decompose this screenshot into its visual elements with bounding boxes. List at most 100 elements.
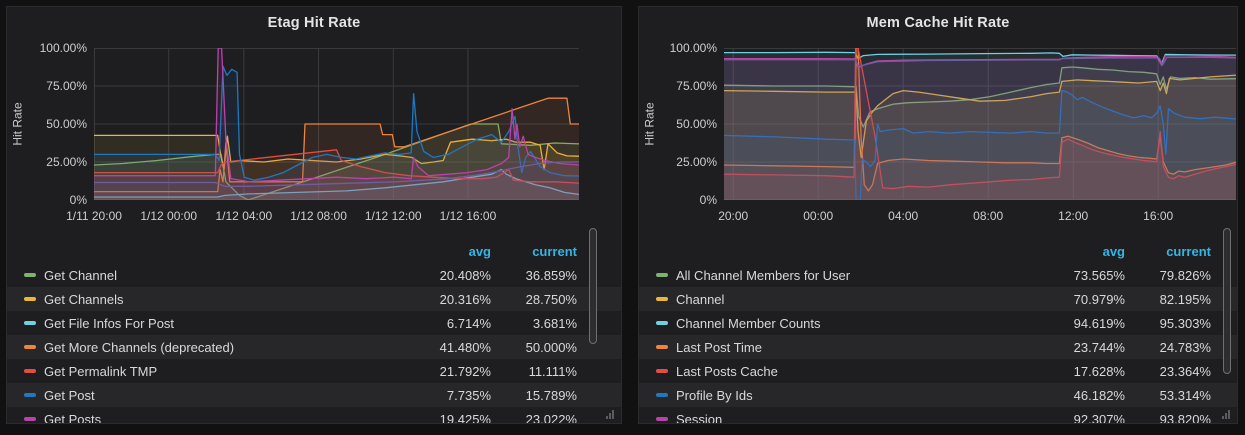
plot-area[interactable] [94,48,579,200]
legend-series-name[interactable]: Last Post Time [676,339,762,355]
x-axis-tick-label: 08:00 [973,209,1004,223]
chart-series-line [94,48,579,183]
chart-series-line [94,123,579,200]
legend-series-current: 82.195% [1159,291,1211,307]
panel-mem-cache-hit-rate: Mem Cache Hit Rate Hit Rate avg current … [638,6,1238,424]
legend-series-name[interactable]: Get Channel [44,267,117,283]
legend-row[interactable]: Get Permalink TMP 21.792% 11.111% [7,359,621,383]
legend-series-avg: 73.565% [1073,267,1125,283]
legend-header-current[interactable]: current [532,243,577,259]
chart-series-fill [724,75,1236,200]
chart-series-fill [94,149,579,200]
legend-row[interactable]: Session 92.307% 93.820% [639,407,1237,423]
legend-row[interactable]: Last Post Time 23.744% 24.783% [639,335,1237,359]
panel-resize-handle-icon[interactable] [1222,410,1233,419]
legend-row[interactable]: Get Channel 20.408% 36.859% [7,263,621,287]
chart-series-line [724,89,1236,200]
panel-title[interactable]: Mem Cache Hit Rate [866,15,1010,31]
legend-series-current: 95.303% [1159,315,1211,331]
legend-header-avg[interactable]: avg [1102,243,1125,259]
legend-row[interactable]: Get Channels 20.316% 28.750% [7,287,621,311]
x-axis-tick-label: 1/12 08:00 [290,209,347,223]
legend-series-name[interactable]: Get More Channels (deprecated) [44,339,235,355]
legend-header-current[interactable]: current [1166,243,1211,259]
legend-series-avg: 21.792% [439,363,491,379]
chart-series-fill [724,90,1236,200]
y-axis-tick-label: 50.00% [46,117,87,131]
legend-series-swatch-icon[interactable] [656,417,668,421]
x-axis-tick-label: 20:00 [718,209,749,223]
legend-row[interactable]: Channel 70.979% 82.195% [639,287,1237,311]
legend-series-name[interactable]: Get Permalink TMP [44,363,158,379]
legend-series-current: 79.826% [1159,267,1211,283]
legend-series-name[interactable]: Last Posts Cache [676,363,778,379]
legend-series-swatch-icon[interactable] [24,417,36,421]
panel-etag-hit-rate: Etag Hit Rate Hit Rate avg current Get C… [6,6,622,424]
legend-row[interactable]: Get More Channels (deprecated) 41.480% 50.… [7,335,621,359]
chart-series-fill [94,124,579,200]
plot-area[interactable] [724,48,1236,200]
legend-series-swatch-icon[interactable] [656,369,668,373]
legend-series-swatch-icon[interactable] [656,273,668,277]
y-axis-title-text: Hit Rate [11,102,26,146]
panel-title[interactable]: Etag Hit Rate [267,15,361,31]
legend-series-swatch-icon[interactable] [24,321,36,325]
chart-series-fill [724,55,1236,200]
legend-row[interactable]: Profile By Ids 46.182% 53.314% [639,383,1237,407]
chart-series-fill [724,57,1236,200]
legend-series-current: 53.314% [1159,387,1211,403]
legend-scrollbar[interactable] [1223,228,1231,374]
x-axis-tick-label: 1/12 12:00 [364,209,422,223]
y-axis-tick-label: 50.00% [676,117,717,131]
legend-header-avg[interactable]: avg [468,243,491,259]
legend-series-avg: 20.316% [439,291,491,307]
legend-series-swatch-icon[interactable] [24,393,36,397]
legend-series-swatch-icon[interactable] [656,297,668,301]
chart-series-fill [94,169,579,200]
legend-series-name[interactable]: Channel [676,291,725,307]
panel-resize-handle-icon[interactable] [606,410,617,419]
legend-series-name[interactable]: Channel Member Counts [676,315,821,331]
legend-series-name[interactable]: All Channel Members for User [676,267,851,283]
legend-series-name[interactable]: Session [676,411,723,424]
legend-series-swatch-icon[interactable] [24,273,36,277]
legend-series-name[interactable]: Profile By Ids [676,387,753,403]
legend-series-swatch-icon[interactable] [656,393,668,397]
legend-row[interactable]: All Channel Members for User 73.565% 79.82… [639,263,1237,287]
chart-series-fill [724,52,1236,200]
x-axis-tick-label: 16:00 [1143,209,1174,223]
y-axis-tick-label: 0% [69,193,87,207]
legend-series-avg: 7.735% [446,387,491,403]
legend-row[interactable]: Get Posts 19.425% 23.022% [7,407,621,423]
y-axis-tick-label: 100.00% [39,41,87,55]
legend-row[interactable]: Get File Infos For Post 6.714% 3.681% [7,311,621,335]
legend: avg current Get Channel 20.408% 36.859% Get… [7,239,621,423]
x-axis-tick-label: 04:00 [888,209,919,223]
legend-series-current: 28.750% [525,291,577,307]
y-axis-tick-label: 25.00% [46,155,87,169]
legend-series-name[interactable]: Get Channels [44,291,124,307]
legend-header: avg current [639,239,1237,263]
legend-row[interactable]: Get Post 7.735% 15.789% [7,383,621,407]
y-axis-title-text: Hit Rate [643,102,658,146]
legend-series-name[interactable]: Get Post [44,387,95,403]
chart-series-fill [94,98,579,200]
legend-series-name[interactable]: Get Posts [44,411,102,424]
legend-series-name[interactable]: Get File Infos For Post [44,315,175,331]
legend-series-avg: 19.425% [439,411,491,424]
chart-series-line [94,149,579,184]
legend-rows: All Channel Members for User 73.565% 79.82… [639,263,1237,423]
legend-series-swatch-icon[interactable] [24,345,36,349]
x-axis-tick-label: 1/12 00:00 [140,209,198,223]
legend-series-swatch-icon[interactable] [24,369,36,373]
legend-scrollbar[interactable] [589,228,597,344]
legend-series-swatch-icon[interactable] [656,345,668,349]
chart-series-line [94,97,579,193]
chart-series-line [94,161,579,187]
legend-row[interactable]: Channel Member Counts 94.619% 95.303% [639,311,1237,335]
x-axis-tick-label: 1/11 20:00 [66,209,122,223]
legend-row[interactable]: Last Posts Cache 17.628% 23.364% [639,359,1237,383]
x-axis-tick-label: 12:00 [1058,209,1089,223]
legend-series-swatch-icon[interactable] [656,321,668,325]
legend-series-swatch-icon[interactable] [24,297,36,301]
